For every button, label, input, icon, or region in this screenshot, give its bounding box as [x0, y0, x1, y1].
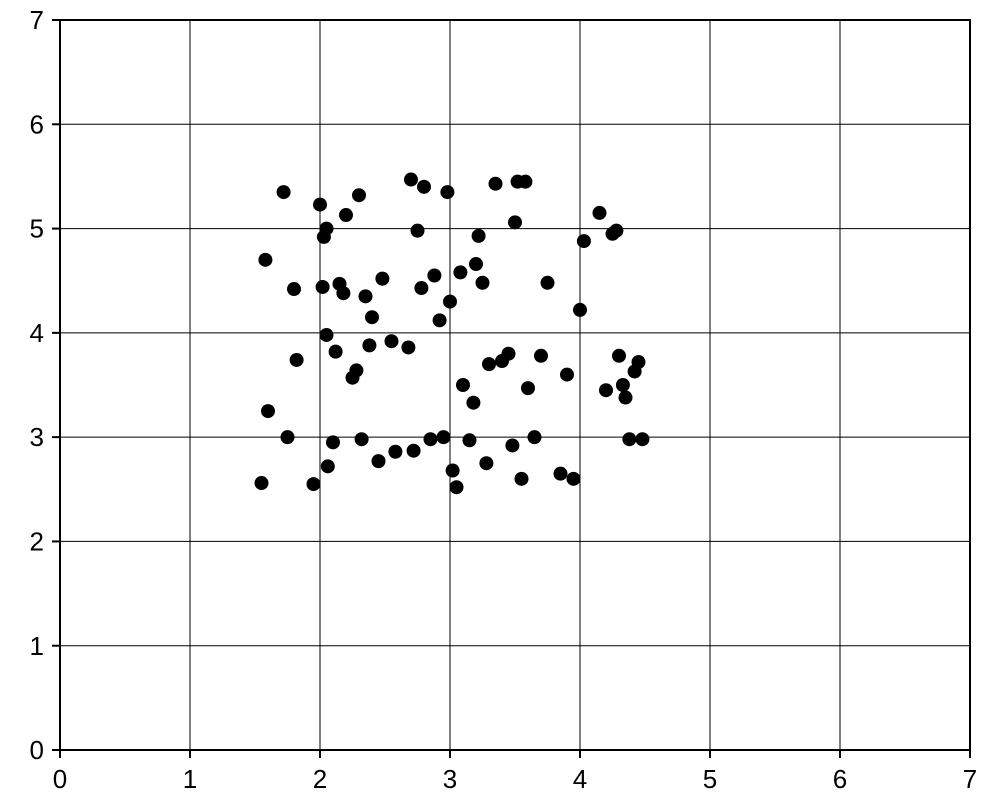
- y-tick-label: 4: [30, 318, 44, 348]
- y-tick-label: 7: [30, 5, 44, 35]
- x-tick-label: 2: [313, 764, 327, 794]
- y-tick-label: 3: [30, 422, 44, 452]
- y-tick-label: 1: [30, 631, 44, 661]
- y-tick-label: 5: [30, 214, 44, 244]
- x-tick-label: 6: [833, 764, 847, 794]
- x-tick-label: 1: [183, 764, 197, 794]
- scatter-chart: 0 1 2 3 4 5 6 7 0 1 2 3 4 5 6 7: [0, 0, 998, 807]
- chart-svg: 0 1 2 3 4 5 6 7 0 1 2 3 4 5 6 7: [0, 0, 998, 807]
- x-tick-label: 3: [443, 764, 457, 794]
- x-tick-label: 7: [963, 764, 977, 794]
- x-tick-label: 5: [703, 764, 717, 794]
- x-tick-label: 4: [573, 764, 587, 794]
- x-tick-label: 0: [53, 764, 67, 794]
- y-tick-label: 6: [30, 109, 44, 139]
- y-tick-label: 0: [30, 735, 44, 765]
- y-tick-label: 2: [30, 527, 44, 557]
